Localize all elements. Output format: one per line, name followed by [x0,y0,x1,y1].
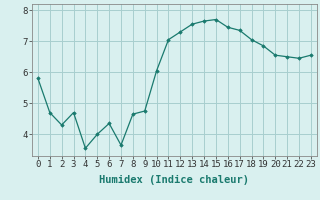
X-axis label: Humidex (Indice chaleur): Humidex (Indice chaleur) [100,175,249,185]
